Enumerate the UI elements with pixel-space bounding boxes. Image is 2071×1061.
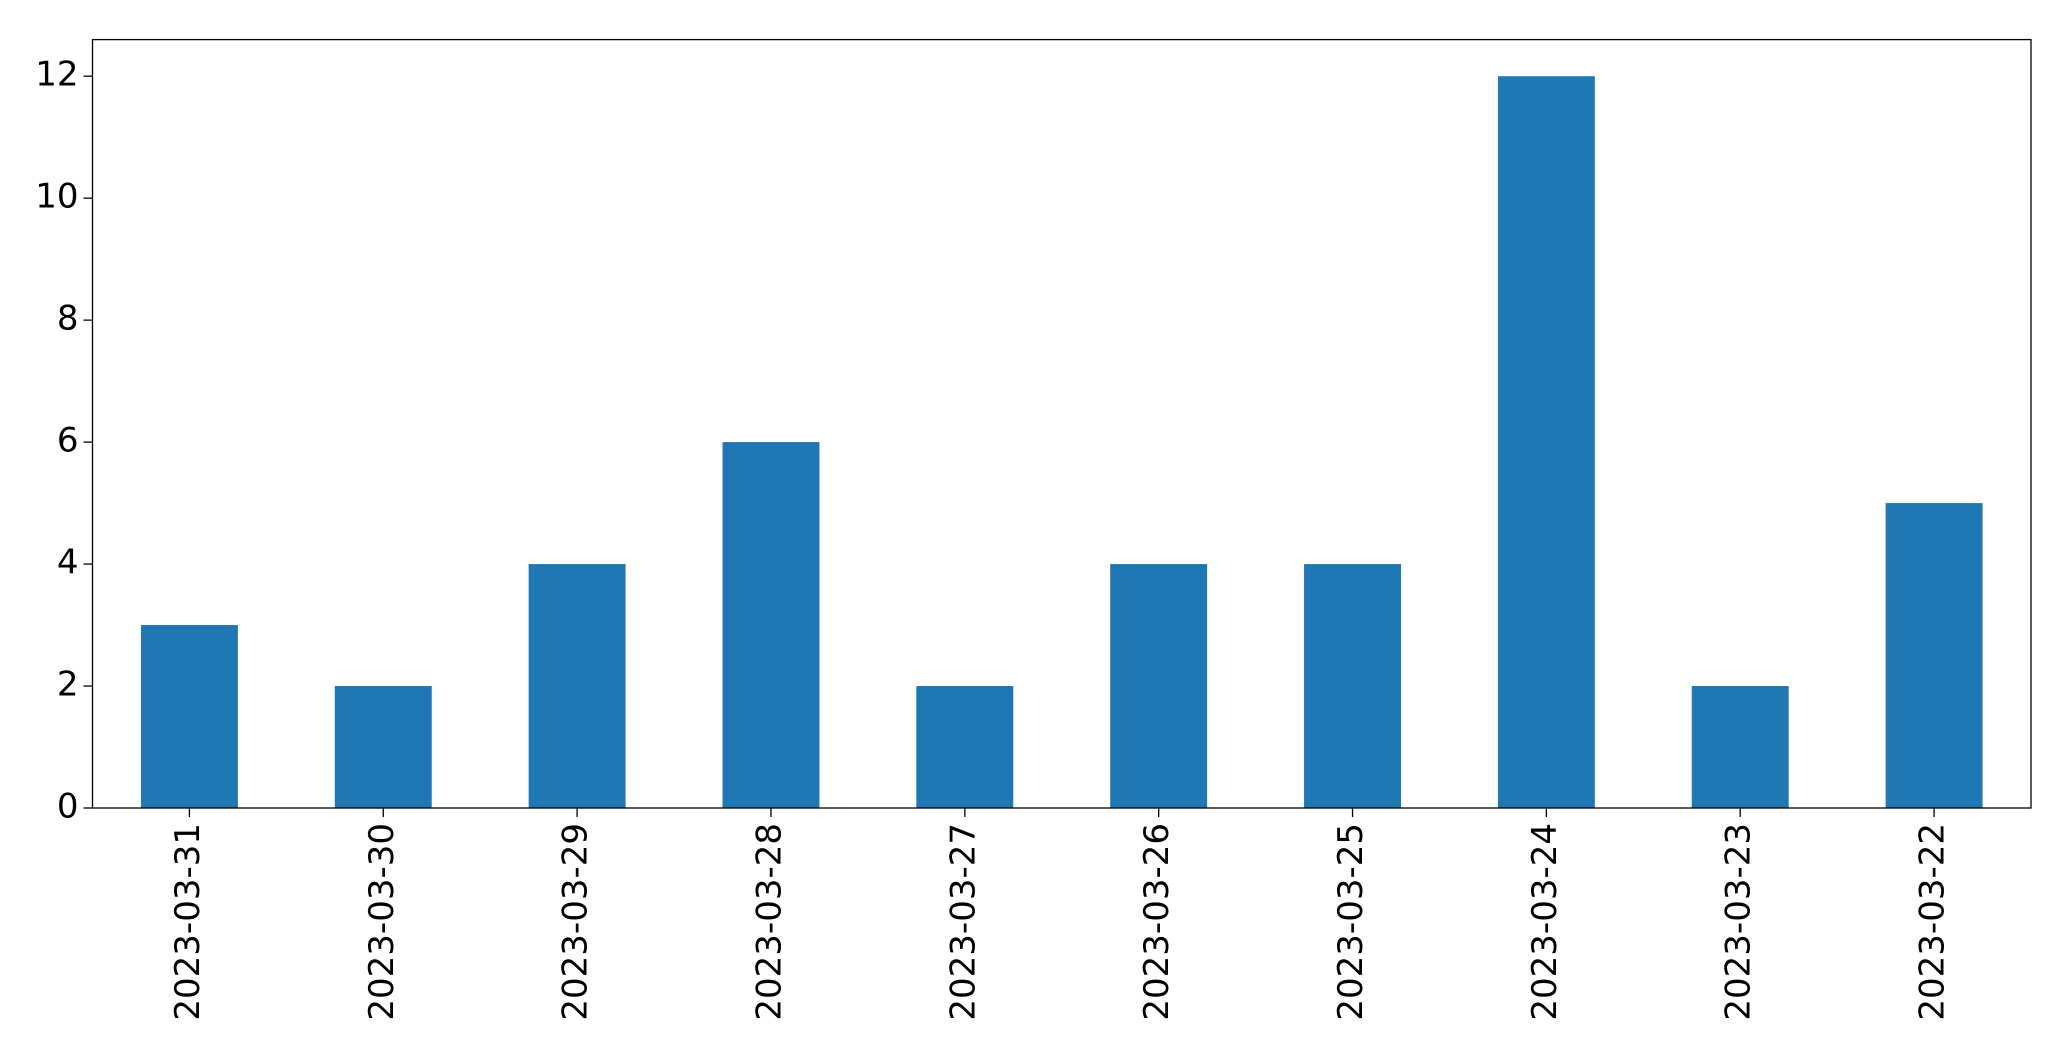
plot-frame xyxy=(91,38,2032,809)
x-tick-label: 2023-03-30 xyxy=(362,823,402,1021)
x-tick-label: 2023-03-27 xyxy=(943,823,983,1021)
x-tick-label: 2023-03-28 xyxy=(749,823,789,1021)
bar xyxy=(1691,686,1789,808)
x-tick-label: 2023-03-23 xyxy=(1719,823,1759,1021)
bar xyxy=(1497,76,1595,808)
y-tick-label: 4 xyxy=(57,543,79,583)
bar xyxy=(1885,503,1983,808)
bar xyxy=(140,625,238,808)
y-tick-label: 8 xyxy=(57,299,79,339)
bar xyxy=(1304,564,1401,808)
x-tick-label: 2023-03-29 xyxy=(556,823,596,1021)
x-tick-label: 2023-03-31 xyxy=(168,823,208,1021)
y-tick-label: 0 xyxy=(57,787,79,827)
bar xyxy=(528,564,626,808)
x-tick-label: 2023-03-25 xyxy=(1331,823,1371,1021)
bar xyxy=(334,686,432,808)
x-tick-label: 2023-03-26 xyxy=(1137,823,1177,1021)
y-tick-label: 6 xyxy=(57,421,79,461)
x-tick-label: 2023-03-24 xyxy=(1525,823,1565,1021)
y-tick-label: 12 xyxy=(35,55,78,95)
bar xyxy=(1110,564,1208,808)
bar xyxy=(916,686,1014,808)
x-tick-label: 2023-03-22 xyxy=(1913,823,1953,1021)
y-tick-label: 2 xyxy=(57,665,79,705)
y-tick-label: 10 xyxy=(35,177,78,217)
bar xyxy=(722,442,820,808)
